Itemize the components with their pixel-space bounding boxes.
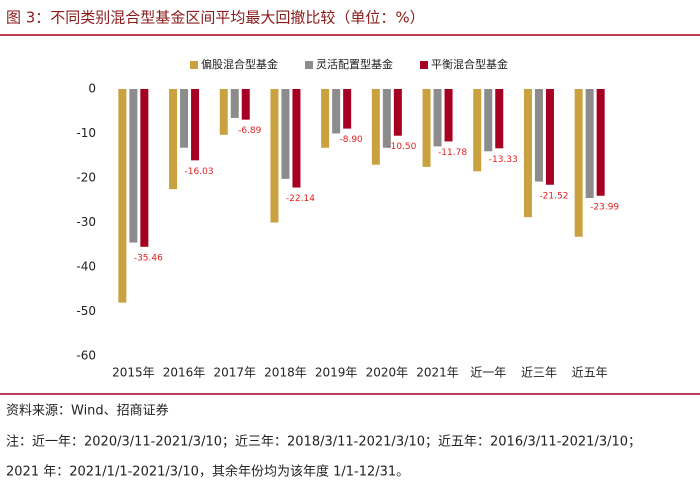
data-label: -6.89 xyxy=(238,126,262,136)
bar xyxy=(241,89,250,120)
legend-swatch xyxy=(305,61,313,69)
data-label: -13.33 xyxy=(489,155,518,165)
bar xyxy=(180,89,189,148)
source: 资料来源：Wind、招商证券 xyxy=(6,403,169,419)
bar xyxy=(523,89,532,218)
bar xyxy=(596,89,605,196)
bar xyxy=(574,89,583,237)
chart-title: 图 3：不同类别混合型基金区间平均最大回撤比较（单位：%） xyxy=(6,9,425,27)
legend-label: 灵活配置型基金 xyxy=(316,57,393,71)
data-label: -10.50 xyxy=(387,142,416,152)
bar xyxy=(473,89,482,172)
bar xyxy=(219,89,228,135)
note: 2021 年：2021/1/1-2021/3/10，其余年份均为该年度 1/1-… xyxy=(6,464,409,480)
bar xyxy=(140,89,149,247)
x-tick-label: 2019年 xyxy=(315,366,358,380)
bar xyxy=(292,89,301,188)
x-tick-label: 2016年 xyxy=(163,366,206,380)
y-tick-label: -10 xyxy=(76,126,96,140)
y-tick-label: -20 xyxy=(76,171,96,185)
bar xyxy=(534,89,543,182)
bar xyxy=(129,89,138,243)
y-tick-label: -60 xyxy=(76,349,96,363)
data-label: -35.46 xyxy=(134,253,163,263)
bar xyxy=(371,89,380,165)
data-label: -16.03 xyxy=(185,167,214,177)
note: 注：近一年：2020/3/11-2021/3/10；近三年：2018/3/11-… xyxy=(6,435,641,450)
bar xyxy=(270,89,279,223)
data-label: -21.52 xyxy=(539,191,568,201)
bar xyxy=(118,89,127,303)
data-label: -22.14 xyxy=(286,194,315,204)
bar xyxy=(545,89,554,185)
bar xyxy=(343,89,352,129)
legend-swatch xyxy=(420,61,428,69)
bar xyxy=(393,89,402,136)
x-tick-label: 2018年 xyxy=(264,366,307,380)
y-tick-label: -30 xyxy=(76,215,96,229)
bar xyxy=(495,89,504,149)
bar xyxy=(382,89,391,148)
x-tick-label: 2017年 xyxy=(213,366,256,380)
x-tick-label: 2020年 xyxy=(366,366,409,380)
bar xyxy=(422,89,431,167)
bar xyxy=(230,89,239,118)
y-tick-label: -40 xyxy=(76,260,96,274)
data-label: -11.78 xyxy=(438,148,467,158)
x-tick-label: 2021年 xyxy=(416,366,459,380)
bar xyxy=(281,89,290,179)
bar xyxy=(444,89,453,142)
bar xyxy=(433,89,442,147)
data-label: -8.90 xyxy=(340,135,364,145)
bar xyxy=(332,89,341,134)
x-tick-label: 近一年 xyxy=(470,366,506,380)
legend-label: 偏股混合型基金 xyxy=(201,57,278,71)
data-label: -23.99 xyxy=(590,202,619,212)
x-tick-label: 2015年 xyxy=(112,366,155,380)
bar xyxy=(191,89,200,161)
bar xyxy=(585,89,594,199)
bar xyxy=(484,89,493,152)
legend-swatch xyxy=(190,61,198,69)
bar xyxy=(321,89,330,148)
legend-label: 平衡混合型基金 xyxy=(431,57,508,71)
y-tick-label: 0 xyxy=(88,82,96,96)
y-tick-label: -50 xyxy=(76,304,96,318)
x-tick-label: 近三年 xyxy=(521,366,557,380)
x-tick-label: 近五年 xyxy=(572,366,608,380)
bar xyxy=(169,89,178,190)
